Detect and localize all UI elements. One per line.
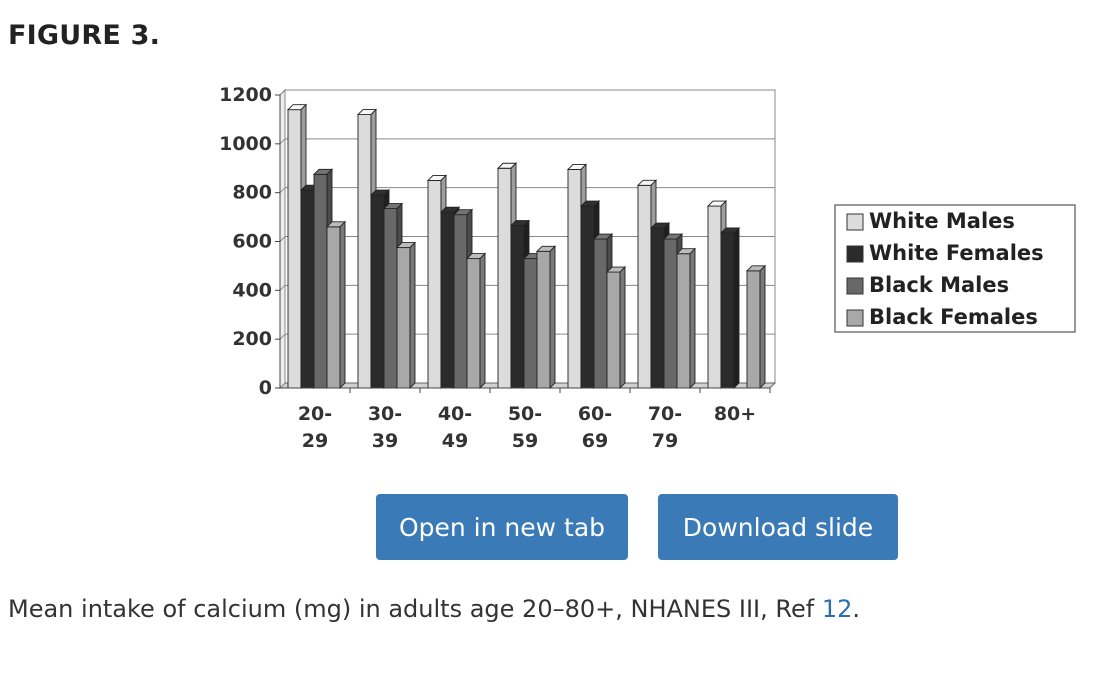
x-tick-label: 60- [578, 403, 612, 425]
bar-side [619, 265, 626, 390]
y-tick-label: 800 [232, 182, 272, 204]
gridline-diagonal [279, 138, 286, 145]
gridline-diagonal [279, 236, 286, 242]
bar-chart: 0 200 400 600 800 1000 1200 20- 29 30- 39 40- 49 50-… [219, 84, 1076, 452]
bar [675, 247, 697, 390]
bar-front [453, 214, 468, 389]
x-tick-label: 49 [442, 430, 468, 452]
gridline-diagonal [279, 284, 286, 291]
legend-label: White Females [869, 241, 1044, 265]
bar-front [497, 167, 512, 389]
legend-swatch [846, 245, 864, 263]
bar-front [357, 114, 372, 389]
bar-front [313, 173, 328, 389]
bar [465, 252, 487, 390]
bar-front [746, 270, 761, 389]
x-axis: 20- 29 30- 39 40- 49 50- 59 60- 69 70- 79 80+ [280, 387, 771, 452]
bar-front [593, 238, 608, 389]
bar-front [523, 258, 538, 389]
x-tick-label: 59 [512, 430, 538, 452]
gridline-diagonal [279, 187, 286, 194]
bar-side [479, 252, 486, 390]
bar-front [676, 253, 691, 389]
bar-front [300, 189, 315, 389]
download-slide-button[interactable]: Download slide [658, 494, 898, 560]
bar-front [720, 232, 735, 389]
legend: White Males White Females Black Males Black… [834, 204, 1076, 333]
x-tick-label: 79 [652, 430, 678, 452]
bar-front [466, 258, 481, 389]
bar-front [637, 184, 652, 389]
legend-label: Black Males [869, 273, 1009, 297]
y-tick-label: 1200 [219, 84, 272, 106]
bar-front [707, 205, 722, 389]
bar-front [427, 180, 442, 389]
y-tick-label: 0 [259, 377, 272, 399]
x-tick-label: 20- [298, 403, 332, 425]
y-tick-label: 600 [232, 231, 272, 253]
y-axis: 0 200 400 600 800 1000 1200 [219, 84, 281, 399]
x-tick-label: 40- [438, 403, 472, 425]
bars [286, 103, 767, 390]
x-tick-label: 50- [508, 403, 542, 425]
bar-front [567, 169, 582, 389]
bar-side [689, 247, 696, 390]
bar [605, 265, 627, 390]
x-tick-label: 80+ [714, 403, 756, 425]
gridline-diagonal [279, 89, 286, 96]
gridline-diagonal [279, 333, 286, 340]
legend-swatch [846, 277, 864, 295]
bar [395, 241, 417, 390]
x-tick-label: 30- [368, 403, 402, 425]
bar [745, 264, 767, 390]
bar-side [409, 241, 416, 390]
bar-front [663, 238, 678, 389]
bar-front [287, 109, 302, 389]
figure-caption: Mean intake of calcium (mg) in adults ag… [8, 595, 860, 623]
caption-text: Mean intake of calcium (mg) in adults ag… [8, 595, 822, 623]
x-tick-label: 29 [302, 430, 328, 452]
bar [535, 245, 557, 390]
legend-label: Black Females [869, 305, 1038, 329]
bar-side [759, 264, 766, 390]
bar [325, 220, 347, 390]
caption-suffix: . [852, 595, 861, 623]
y-tick-label: 400 [232, 279, 272, 301]
x-tick-label: 70- [648, 403, 682, 425]
bar-front [606, 271, 621, 389]
bar-front [650, 227, 665, 389]
x-tick-label: 39 [372, 430, 398, 452]
legend-label: White Males [869, 209, 1015, 233]
legend-swatch [846, 309, 864, 327]
reference-link[interactable]: 12 [821, 595, 853, 623]
bar-front [536, 250, 551, 389]
bar-side [339, 220, 346, 390]
bar [719, 226, 741, 390]
bar-front [370, 194, 385, 389]
x-tick-label: 69 [582, 430, 608, 452]
bar-side [733, 226, 740, 390]
open-in-new-tab-button[interactable]: Open in new tab [376, 494, 628, 560]
y-tick-label: 1000 [219, 133, 272, 155]
bar-front [396, 247, 411, 389]
legend-swatch [846, 213, 864, 231]
legend-box [834, 204, 1076, 333]
bar-front [326, 226, 341, 389]
bar-front [510, 225, 525, 389]
bar-front [580, 205, 595, 389]
bar-side [549, 245, 556, 390]
y-tick-label: 200 [232, 328, 272, 350]
bar-front [440, 211, 455, 389]
figure-title: FIGURE 3. [8, 20, 161, 51]
bar-front [383, 208, 398, 389]
